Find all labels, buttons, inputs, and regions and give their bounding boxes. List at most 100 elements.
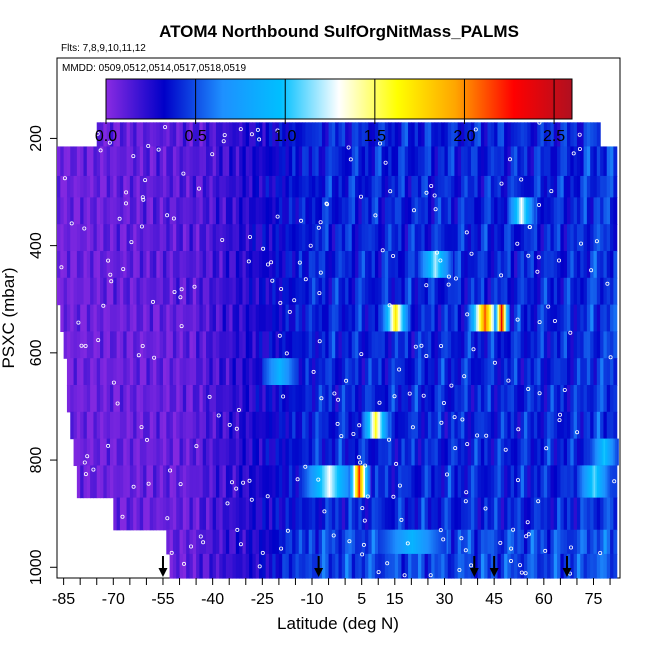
heatmap-cell: [335, 358, 340, 386]
heatmap-cell: [325, 438, 330, 467]
heatmap-cell: [212, 497, 217, 531]
heatmap-cell: [63, 175, 68, 198]
sample-point: [438, 258, 443, 263]
heatmap-cell: [295, 122, 300, 148]
feature-cell: [393, 304, 396, 332]
heatmap-cell: [364, 529, 369, 555]
feature-cell: [388, 304, 391, 332]
feature-cell: [272, 358, 275, 386]
heatmap-cell: [252, 277, 257, 306]
heatmap-cell: [613, 250, 618, 279]
heatmap-cell: [553, 146, 558, 177]
heatmap-cell: [156, 304, 161, 332]
heatmap-cell: [504, 175, 508, 198]
heatmap-cell: [583, 175, 588, 198]
heatmap-cell: [212, 197, 217, 225]
heatmap-cell: [235, 304, 240, 332]
sample-point: [365, 494, 370, 499]
heatmap-cell: [169, 304, 174, 332]
heatmap-cell: [292, 465, 297, 499]
heatmap-cell: [312, 304, 316, 332]
heatmap-cell: [586, 250, 591, 279]
heatmap-cell: [474, 331, 479, 359]
heatmap-cell: [348, 250, 353, 279]
heatmap-cell: [83, 277, 88, 306]
heatmap-cell: [222, 411, 227, 440]
heatmap-cell: [239, 304, 244, 332]
heatmap-cell: [265, 465, 270, 499]
heatmap-cell: [408, 465, 412, 499]
heatmap-cell: [265, 146, 270, 177]
heatmap-cell: [186, 175, 191, 198]
heatmap-cell: [593, 224, 598, 252]
heatmap-cell: [321, 331, 326, 359]
heatmap-cell: [199, 358, 204, 386]
heatmap-cell: [530, 438, 535, 467]
x-tick-label: 15: [386, 591, 404, 608]
heatmap-cell: [318, 122, 323, 148]
sample-point: [441, 400, 446, 405]
heatmap-cell: [176, 465, 181, 499]
heatmap-cell: [464, 224, 469, 252]
heatmap-cell: [255, 529, 260, 555]
feature-cell: [499, 304, 502, 332]
feature-cell: [273, 358, 277, 386]
heatmap-cell: [414, 197, 419, 225]
heatmap-cell: [424, 122, 429, 148]
heatmap-cell: [523, 553, 528, 579]
feature-cell: [484, 304, 487, 332]
heatmap-cell: [497, 385, 502, 413]
heatmap-cell: [480, 250, 485, 279]
heatmap-cell: [133, 438, 138, 467]
heatmap-cell: [259, 224, 263, 252]
heatmap-cell: [242, 358, 247, 386]
heatmap-cell: [461, 277, 465, 306]
heatmap-cell: [467, 175, 472, 198]
heatmap-cell: [288, 122, 293, 148]
heatmap-cell: [514, 529, 518, 555]
heatmap-cell: [272, 122, 277, 148]
heatmap-cell: [497, 411, 502, 440]
heatmap-cell: [437, 146, 442, 177]
heatmap-cell: [414, 277, 419, 306]
heatmap-cell: [252, 465, 257, 499]
feature-cell: [386, 529, 389, 554]
heatmap-cell: [219, 197, 224, 225]
heatmap-cell: [169, 497, 174, 531]
heatmap-cell: [603, 553, 608, 579]
feature-cell: [414, 529, 417, 554]
heatmap-cell: [113, 304, 118, 332]
heatmap-cell: [590, 358, 595, 386]
heatmap-cell: [470, 465, 475, 499]
heatmap-cell: [133, 122, 138, 148]
heatmap-cell: [315, 277, 320, 306]
heatmap-cell: [371, 277, 376, 306]
heatmap-cell: [202, 331, 207, 359]
heatmap-cell: [255, 277, 260, 306]
heatmap-cell: [331, 175, 336, 198]
heatmap-cell: [341, 358, 346, 386]
heatmap-cell: [371, 250, 376, 279]
heatmap-cell: [593, 277, 598, 306]
heatmap-cell: [255, 497, 260, 531]
heatmap-cell: [192, 385, 197, 413]
heatmap-cell: [305, 358, 310, 386]
heatmap-cell: [454, 197, 459, 225]
heatmap-cell: [576, 197, 581, 225]
heatmap-cell: [361, 250, 366, 279]
heatmap-cell: [603, 250, 608, 279]
chart-title: ATOM4 Northbound SulfOrgNitMass_PALMS: [159, 22, 519, 41]
heatmap-cell: [404, 497, 409, 531]
feature-cell: [422, 250, 426, 278]
heatmap-cell: [394, 197, 399, 225]
heatmap-cell: [431, 553, 436, 579]
heatmap-cell: [401, 122, 406, 148]
sample-point: [537, 202, 542, 207]
heatmap-cell: [583, 250, 588, 279]
heatmap-cell: [576, 438, 581, 467]
heatmap-cell: [249, 438, 253, 467]
heatmap-cell: [298, 250, 303, 279]
heatmap-cell: [454, 250, 459, 279]
heatmap-cell: [159, 197, 164, 225]
feature-cell: [388, 411, 391, 439]
